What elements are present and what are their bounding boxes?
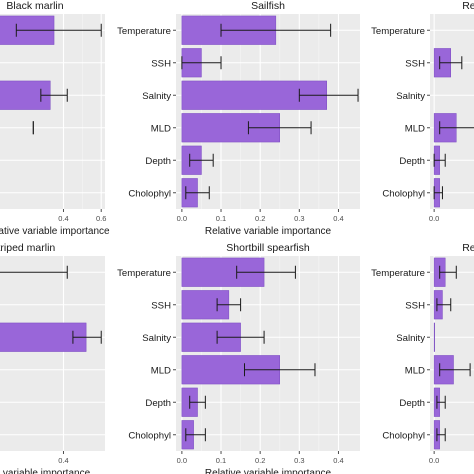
error-bar-salnity: [216, 330, 265, 344]
error-bar-ssh: [181, 56, 222, 70]
y-tick-label: SSH: [151, 58, 171, 69]
y-tick-label: Salnity: [396, 91, 425, 102]
chart-panel-1: Temperature SSH Salnity MLD Depth Cholophyl 0.…: [117, 0, 360, 237]
chart-panel-2: Temperature SSH Salnity MLD Depth Cholophyl 0.…: [371, 0, 474, 223]
y-tick-label: Depth: [145, 398, 171, 409]
error-bar-temperature: [15, 23, 102, 37]
y-tick-label: SSH: [151, 300, 171, 311]
y-tick-label: Salnity: [142, 333, 171, 344]
x-axis-label: variable importance: [3, 468, 91, 474]
x-tick-label: 0.0: [429, 456, 439, 465]
error-bar-depth: [436, 395, 446, 409]
y-tick-label: MLD: [151, 365, 171, 376]
error-bar-temperature: [220, 23, 332, 37]
chart-title: Shortbill spearfish: [226, 242, 310, 254]
x-tick-label: 0.6: [96, 214, 106, 223]
y-tick-label: Cholophyl: [128, 188, 171, 199]
chart-title: -striped marlin: [0, 242, 55, 254]
y-tick-label: Temperature: [117, 26, 171, 37]
x-tick-label: 0.0: [429, 214, 439, 223]
x-axis-label: Relative variable importance: [205, 226, 332, 237]
x-tick-label: 0.0: [177, 456, 187, 465]
y-tick-label: Temperature: [117, 268, 171, 279]
x-axis-label: Relative variable importance: [205, 468, 332, 474]
error-bar-cholophyl: [185, 186, 210, 200]
y-tick-label: Depth: [399, 398, 425, 409]
error-bar-temperature: [439, 265, 457, 279]
y-tick-label: Temperature: [371, 268, 425, 279]
y-tick-label: Depth: [399, 156, 425, 167]
y-tick-label: Salnity: [142, 91, 171, 102]
chart-title: Black marlin: [6, 0, 63, 12]
chart-panel-4: Temperature SSH Salnity MLD Depth Cholophyl 0.…: [117, 242, 360, 474]
error-bar-ssh: [436, 298, 452, 312]
error-bar-depth: [433, 153, 446, 167]
x-tick-label: 0.2: [255, 456, 265, 465]
chart-panel-5: Temperature SSH Salnity MLD Depth Cholophyl 0.…: [371, 242, 474, 465]
y-tick-label: Cholophyl: [382, 430, 425, 441]
error-bar-cholophyl: [436, 428, 446, 442]
x-tick-label: 0.4: [333, 456, 343, 465]
error-bar-depth: [189, 153, 214, 167]
error-bar-temperature: [236, 265, 296, 279]
error-bar-mld: [247, 121, 312, 135]
error-bar-mld: [244, 363, 316, 377]
panel-background: [0, 14, 105, 209]
x-tick-label: 0.1: [216, 214, 226, 223]
chart-panel-3: 0.4 -striped marlin variable importance: [0, 242, 105, 474]
panel-background: [0, 256, 105, 451]
panel-background: [176, 14, 360, 209]
error-bar-salnity: [72, 330, 102, 344]
y-tick-label: MLD: [405, 123, 425, 134]
error-bar-salnity: [298, 88, 359, 102]
x-tick-label: 0.4: [58, 214, 68, 223]
x-tick-label: 0.3: [294, 456, 304, 465]
y-tick-label: SSH: [405, 58, 425, 69]
bar-salnity: [433, 322, 435, 352]
error-bar-ssh: [216, 298, 242, 312]
y-tick-label: SSH: [405, 300, 425, 311]
error-bar-depth: [189, 395, 206, 409]
chart-title: Rela: [462, 0, 474, 12]
y-tick-label: MLD: [151, 123, 171, 134]
x-tick-label: 0.3: [294, 214, 304, 223]
x-tick-label: 0.0: [177, 214, 187, 223]
error-bar-salnity: [40, 88, 68, 102]
x-tick-label: 0.4: [58, 456, 68, 465]
x-tick-label: 0.1: [216, 456, 226, 465]
x-tick-label: 0.2: [255, 214, 265, 223]
error-bar-mld: [439, 363, 471, 377]
y-tick-label: Cholophyl: [128, 430, 171, 441]
error-bar-cholophyl: [433, 186, 443, 200]
panel-background: [176, 256, 360, 451]
error-bar-cholophyl: [185, 428, 206, 442]
x-tick-label: 0.4: [333, 214, 343, 223]
error-bar-temperature: [0, 265, 68, 279]
chart-title: Rela: [462, 242, 474, 254]
y-tick-label: Cholophyl: [382, 188, 425, 199]
error-bar-mld: [439, 121, 474, 135]
panel-background: [430, 256, 474, 451]
chart-title: Sailfish: [251, 0, 285, 12]
panel-background: [430, 14, 474, 209]
x-axis-label: Relative variable importance: [0, 226, 110, 237]
y-tick-label: MLD: [405, 365, 425, 376]
y-tick-label: Salnity: [396, 333, 425, 344]
y-tick-label: Temperature: [371, 26, 425, 37]
y-tick-label: Depth: [145, 156, 171, 167]
error-bar-ssh: [439, 56, 463, 70]
chart-panel-0: 0.4 0.6 Black marlin Relative variable impo…: [0, 0, 110, 237]
